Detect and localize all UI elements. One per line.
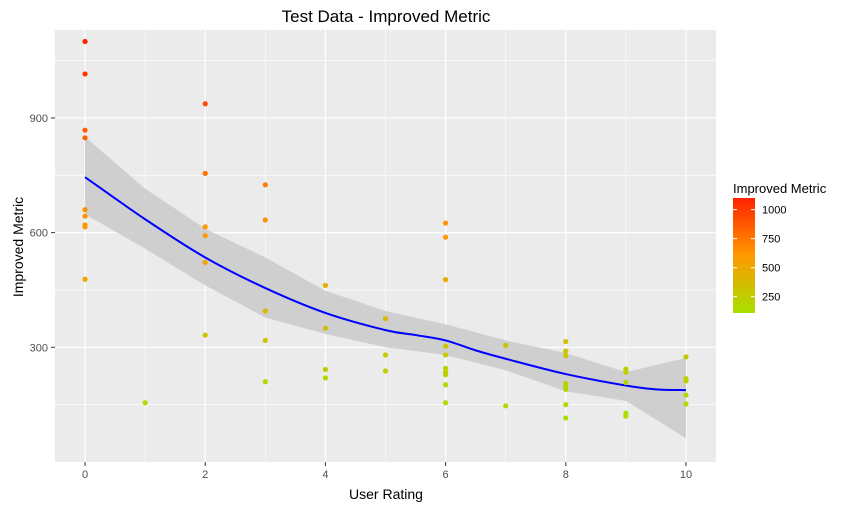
y-tick-label: 300 (30, 342, 48, 354)
legend-colorbar (733, 198, 755, 313)
x-tick-label: 6 (443, 469, 449, 481)
data-point (322, 375, 329, 381)
legend-tick-label: 750 (762, 234, 780, 246)
x-tick-label: 4 (322, 469, 328, 481)
smooth-line (84, 176, 686, 392)
data-point (683, 392, 689, 398)
color-legend: Improved Metric 250 500 750 1000 (733, 181, 827, 313)
data-point (82, 276, 88, 282)
data-point (563, 353, 569, 359)
data-point (442, 400, 449, 406)
data-point (82, 135, 88, 141)
data-point (683, 378, 689, 384)
data-point (442, 277, 449, 283)
data-point (262, 379, 268, 385)
data-point (382, 316, 389, 322)
data-point (563, 402, 569, 408)
data-point (563, 415, 569, 421)
data-point (202, 233, 208, 239)
data-point (683, 401, 689, 407)
data-point (82, 224, 88, 230)
data-point (82, 207, 88, 213)
data-point (382, 352, 389, 358)
smooth-line-path (84, 176, 686, 392)
legend-tick-label: 250 (762, 292, 780, 304)
data-point (82, 38, 88, 45)
data-point (262, 308, 268, 314)
legend-title: Improved Metric (733, 181, 827, 196)
data-point (202, 332, 208, 338)
y-tick-label: 900 (30, 113, 48, 125)
data-point (442, 220, 449, 226)
data-point (382, 368, 389, 374)
data-point (262, 182, 268, 188)
data-point (202, 259, 208, 266)
data-point (442, 234, 449, 240)
data-point (442, 343, 449, 349)
data-point (503, 403, 509, 409)
y-tick-label: 600 (30, 228, 48, 240)
data-point (262, 337, 268, 344)
confidence-band (85, 137, 686, 439)
data-point (442, 365, 449, 371)
data-point (322, 366, 329, 373)
data-point (202, 224, 208, 230)
data-point (623, 369, 629, 375)
chart-title: Test Data - Improved Metric (282, 7, 491, 26)
x-axis-label: User Rating (349, 486, 423, 502)
x-tick-label: 2 (202, 469, 208, 481)
data-point (262, 217, 268, 223)
data-point (623, 379, 629, 386)
x-axis-ticks: 0 2 4 6 8 10 (82, 462, 692, 481)
x-tick-label: 8 (563, 469, 569, 481)
data-points (82, 38, 689, 421)
x-tick-label: 0 (82, 469, 88, 481)
legend-ticks: 250 500 750 1000 (733, 205, 786, 304)
y-axis-ticks: 300 600 900 (30, 113, 55, 354)
data-point (442, 382, 449, 388)
data-point (683, 354, 689, 360)
data-point (322, 282, 329, 288)
data-point (82, 213, 88, 219)
data-point (442, 352, 449, 358)
data-point (623, 413, 629, 419)
legend-tick-label: 1000 (762, 205, 786, 217)
confidence-band-area (85, 137, 686, 439)
data-point (82, 127, 88, 133)
data-point (202, 170, 208, 176)
data-point (142, 400, 148, 406)
data-point (442, 372, 449, 378)
y-axis-label: Improved Metric (10, 197, 26, 297)
data-point (563, 338, 569, 345)
data-point (563, 386, 569, 392)
data-point (82, 71, 88, 77)
data-point (202, 101, 208, 107)
data-point (322, 325, 329, 331)
legend-tick-label: 500 (762, 263, 780, 275)
x-tick-label: 10 (680, 469, 692, 481)
data-point (503, 342, 509, 348)
data-point (563, 348, 569, 354)
